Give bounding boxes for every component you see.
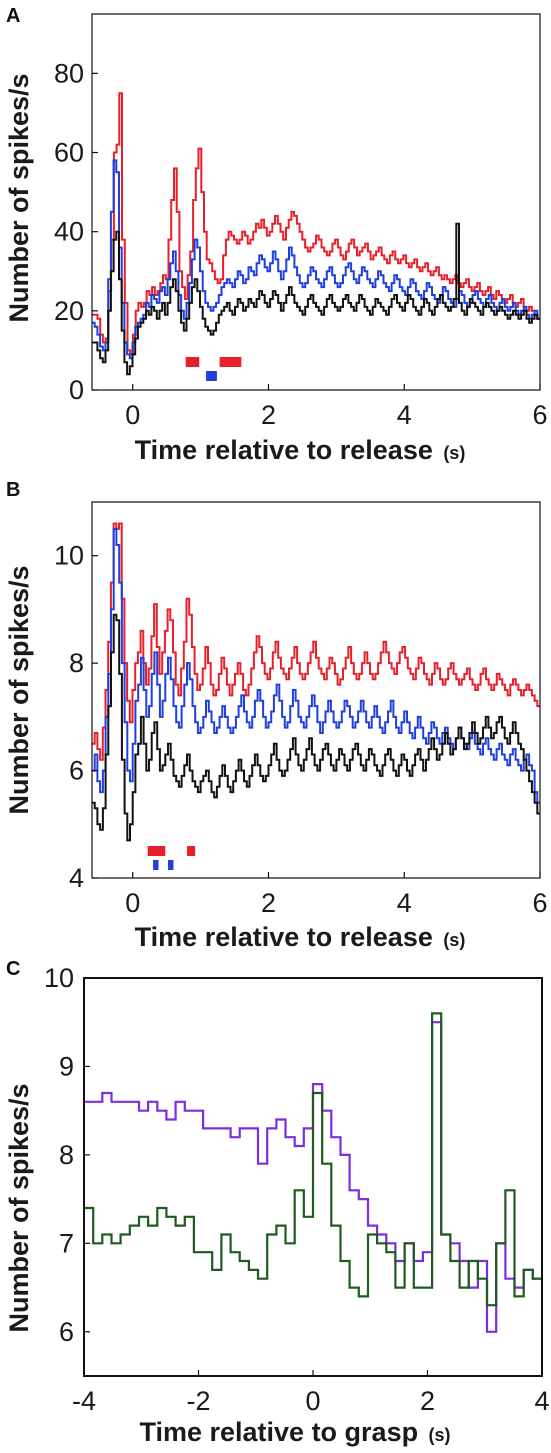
x-tick-label-c-0: -4	[72, 1386, 96, 1416]
series-line-a-2	[92, 159, 540, 360]
x-tick-label-a-1: 2	[261, 400, 276, 430]
x-tick-label-c-2: 0	[305, 1386, 320, 1416]
y-axis-label-c: Number of spikes/s	[4, 1083, 34, 1332]
y-tick-label-b-3: 10	[54, 541, 84, 571]
y-tick-label-a-2: 40	[54, 217, 84, 247]
plot-frame-a	[91, 13, 541, 391]
y-tick-label-a-0: 0	[69, 375, 84, 405]
y-axis-label-a: Number of spikes/s	[4, 73, 34, 322]
x-axis-unit-c: (s)	[429, 1425, 451, 1445]
x-tick-label-c-3: 2	[420, 1386, 435, 1416]
x-axis-unit-b: (s)	[443, 930, 465, 950]
series-group-a	[92, 92, 540, 376]
series-line-c-2	[84, 1012, 542, 1307]
series-group-c	[84, 1012, 542, 1333]
x-tick-label-a-3: 6	[532, 400, 547, 430]
significance-marker-b-4	[168, 860, 174, 870]
series-group-b	[92, 522, 540, 842]
x-tick-label-b-0: 0	[125, 888, 140, 918]
y-tick-label-a-1: 20	[54, 296, 84, 326]
y-tick-label-c-0: 6	[59, 1317, 74, 1347]
significance-marker-b-2	[187, 846, 196, 856]
panel-letter-b: B	[6, 479, 20, 501]
x-axis-title-a: Time relative to release	[135, 435, 433, 465]
y-axis-label-b: Number of spikes/s	[4, 565, 34, 814]
x-tick-label-c-4: 4	[534, 1386, 549, 1416]
significance-marker-b-3	[153, 860, 159, 870]
series-line-a-3	[92, 222, 540, 376]
series-line-b-1	[92, 522, 540, 761]
x-axis-label-a: Time relative to release (s)	[135, 435, 466, 465]
x-axis-label-c: Time relative to grasp (s)	[139, 1417, 450, 1447]
series-line-b-3	[92, 613, 540, 842]
significance-marker-a-1	[185, 357, 200, 367]
x-tick-label-b-2: 4	[397, 888, 412, 918]
significance-marker-a-2	[219, 357, 242, 367]
panel-c: 6 7 8 9 10 -4 -2 0 2 4 Number of spikes/s Time re…	[4, 963, 550, 1447]
significance-marker-b-1	[147, 846, 166, 856]
x-tick-label-c-1: -2	[186, 1386, 210, 1416]
y-tick-label-c-4: 10	[44, 963, 74, 993]
plot-area-c: 6 7 8 9 10 -4 -2 0 2 4	[44, 963, 550, 1416]
y-tick-label-b-2: 8	[69, 648, 84, 678]
y-tick-label-b-1: 6	[69, 756, 84, 786]
panel-a: 0 20 40 60 80 0 2 4 6 Number of spikes/s Time re…	[4, 13, 548, 465]
panel-letter-a: A	[6, 5, 20, 27]
panel-letter-c: C	[6, 958, 20, 980]
x-axis-label-b: Time relative to release (s)	[135, 922, 466, 952]
y-tick-label-c-3: 9	[59, 1051, 74, 1081]
x-tick-label-a-0: 0	[125, 400, 140, 430]
x-tick-label-b-1: 2	[261, 888, 276, 918]
x-axis-title-b: Time relative to release	[135, 922, 433, 952]
y-tick-label-c-2: 8	[59, 1140, 74, 1170]
y-tick-label-a-3: 60	[54, 138, 84, 168]
x-axis-unit-a: (s)	[443, 443, 465, 463]
x-axis-title-c: Time relative to grasp	[139, 1417, 418, 1447]
plot-area-a: 0 20 40 60 80 0 2 4 6	[54, 13, 548, 430]
plot-area-b: 4 6 8 10 0 2 4 6	[54, 501, 548, 918]
plot-frame-b	[91, 501, 541, 879]
series-line-a-1	[92, 92, 540, 356]
significance-marker-a-3	[206, 371, 217, 381]
x-tick-label-a-2: 4	[397, 400, 412, 430]
y-tick-label-a-4: 80	[54, 58, 84, 88]
x-tick-label-b-3: 6	[532, 888, 547, 918]
panel-b: 4 6 8 10 0 2 4 6 Number of spikes/s Time relati…	[4, 501, 548, 952]
y-tick-label-c-1: 7	[59, 1228, 74, 1258]
y-tick-label-b-0: 4	[69, 863, 84, 893]
